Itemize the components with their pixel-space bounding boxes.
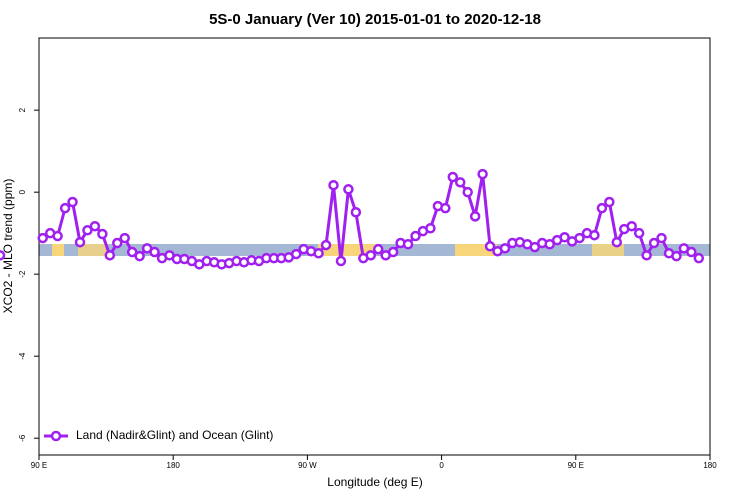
data-point <box>97 228 108 240</box>
data-point <box>290 248 302 260</box>
data-point <box>37 232 48 244</box>
y-axis-label: XCO2 - MLO trend (ppm) <box>1 179 15 314</box>
data-point <box>626 220 637 232</box>
legend-label: Land (Nadir&Glint) and Ocean (Glint) <box>76 428 273 442</box>
data-point <box>320 239 332 251</box>
legend: Land (Nadir&Glint) and Ocean (Glint) <box>44 428 273 442</box>
data-point <box>633 227 645 239</box>
land-band <box>78 244 108 256</box>
x-tick-label: 0 <box>439 461 444 470</box>
x-tick-label: 180 <box>703 461 717 470</box>
y-tick-label: -4 <box>18 352 27 360</box>
chart-title: 5S-0 January (Ver 10) 2015-01-01 to 2020… <box>209 11 541 28</box>
data-point <box>596 202 608 214</box>
x-tick-label: 180 <box>167 461 181 470</box>
land-band <box>52 244 64 256</box>
data-point <box>641 250 652 261</box>
data-point <box>589 229 600 241</box>
y-tick-label: -2 <box>18 270 27 278</box>
data-point <box>604 196 615 208</box>
y-tick-label: 0 <box>18 189 27 194</box>
data-point <box>372 243 384 255</box>
data-point <box>559 232 570 243</box>
x-tick-label: 90 E <box>31 461 47 470</box>
x-axis-label: Longitude (deg E) <box>327 475 422 489</box>
data-point <box>89 220 101 232</box>
data-point <box>112 237 123 249</box>
data-point <box>447 171 459 183</box>
data-point <box>693 252 705 264</box>
data-point <box>149 246 160 258</box>
data-point <box>544 238 555 250</box>
data-point <box>59 202 71 214</box>
data-point <box>126 246 138 258</box>
x-tick-label: 90 W <box>298 461 317 470</box>
data-point <box>74 236 86 248</box>
legend-marker <box>50 430 62 442</box>
data-point <box>440 202 451 214</box>
data-point <box>499 243 511 254</box>
data-point <box>648 237 660 249</box>
data-point <box>410 230 421 242</box>
data-point <box>119 232 130 244</box>
data-point <box>656 232 667 244</box>
data-point <box>469 211 481 222</box>
y-tick-label: 2 <box>18 107 27 112</box>
data-point <box>462 186 473 198</box>
data-point <box>387 246 399 258</box>
data-point <box>484 241 496 252</box>
data-point <box>328 179 339 191</box>
data-point <box>365 250 377 261</box>
data-point <box>671 250 682 262</box>
data-point <box>134 250 145 262</box>
y-tick-label: -6 <box>18 434 27 442</box>
data-point <box>477 168 488 180</box>
x-tick-label: 90 E <box>568 461 584 470</box>
data-point <box>574 232 585 244</box>
data-point <box>402 238 414 250</box>
data-point <box>52 230 63 242</box>
data-point <box>67 196 78 208</box>
data-point <box>313 248 324 259</box>
data-point <box>454 177 466 188</box>
data-point <box>686 246 697 258</box>
data-point <box>343 184 354 195</box>
data-point <box>529 241 541 253</box>
data-point <box>425 223 436 234</box>
data-point <box>350 207 362 218</box>
data-point <box>82 225 93 236</box>
data-point <box>611 236 623 248</box>
data-point <box>335 255 347 267</box>
data-point <box>0 250 6 261</box>
plot-frame <box>38 37 711 456</box>
data-point <box>104 250 116 261</box>
